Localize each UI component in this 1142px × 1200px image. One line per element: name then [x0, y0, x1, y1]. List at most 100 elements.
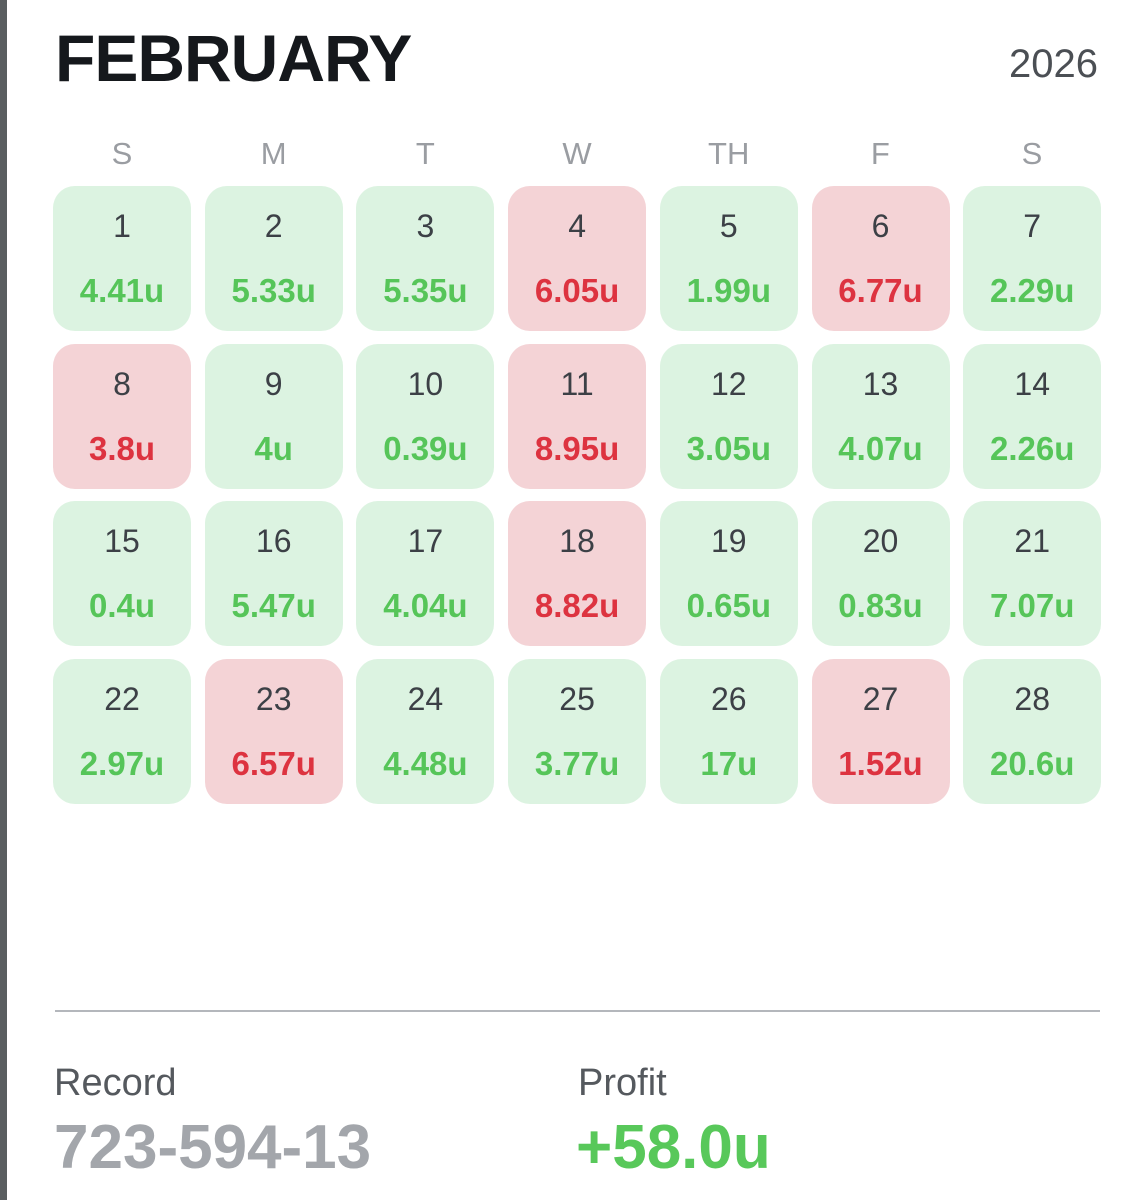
day-cell-16[interactable]: 16 5.47u: [204, 501, 343, 647]
day-cell-3[interactable]: 3 5.35u: [356, 186, 495, 331]
day-cell-15[interactable]: 15 0.4u: [53, 501, 191, 647]
day-cell-17[interactable]: 17 4.04u: [356, 501, 495, 647]
profit-label: Profit: [578, 1062, 667, 1104]
day-cell-9[interactable]: 9 4u: [204, 343, 343, 489]
day-units: 5.33u: [231, 272, 316, 309]
day-units: 3.77u: [534, 745, 620, 783]
day-cell-28[interactable]: 28 20.6u: [963, 659, 1102, 805]
weekday-thursday: TH: [708, 136, 750, 171]
day-cell-4[interactable]: 4 6.05u: [508, 186, 647, 331]
day-number: 1: [113, 208, 131, 244]
weekday-sunday: S: [111, 136, 133, 171]
day-number: 15: [104, 523, 140, 560]
day-number: 17: [407, 523, 444, 560]
day-units: 4u: [254, 429, 293, 467]
day-units: 6.05u: [534, 272, 620, 309]
day-units: 2.97u: [79, 745, 165, 783]
calendar-grid: 1 4.41u 2 5.33u 3 5.35u 4 6.05u 5 1.99u 6 6.77u 7 2.2…: [53, 186, 1102, 806]
day-cell-2[interactable]: 2 5.33u: [204, 186, 343, 331]
day-units: 4.48u: [383, 745, 468, 783]
day-number: 26: [711, 681, 747, 718]
day-number: 20: [862, 523, 899, 560]
day-units: 2.26u: [989, 429, 1075, 467]
day-units: 1.99u: [686, 272, 771, 309]
day-units: 2.29u: [989, 272, 1075, 309]
record-label: Record: [54, 1062, 177, 1104]
day-number: 11: [560, 365, 594, 402]
day-cell-24[interactable]: 24 4.48u: [356, 659, 495, 805]
window-edge: [0, 0, 7, 1200]
day-number: 2: [264, 208, 283, 244]
day-number: 9: [264, 365, 283, 402]
weekday-wednesday: W: [562, 136, 592, 171]
weekday-header-row: S M T W TH F S: [53, 136, 1101, 176]
day-cell-7[interactable]: 7 2.29u: [963, 186, 1102, 331]
day-number: 10: [407, 365, 444, 402]
day-units: 17u: [700, 745, 758, 783]
day-units: 8.82u: [534, 587, 620, 625]
day-number: 8: [113, 365, 131, 402]
day-cell-1[interactable]: 1 4.41u: [53, 186, 191, 331]
day-units: 8.95u: [534, 429, 620, 467]
day-cell-21[interactable]: 21 7.07u: [963, 501, 1102, 647]
record-value: 723-594-13: [54, 1113, 372, 1182]
day-cell-27[interactable]: 27 1.52u: [811, 659, 950, 805]
day-units: 4.07u: [838, 429, 923, 467]
day-units: 20.6u: [989, 745, 1075, 783]
day-cell-18[interactable]: 18 8.82u: [508, 501, 647, 647]
day-units: 4.04u: [383, 587, 468, 625]
day-cell-11[interactable]: 11 8.95u: [508, 343, 647, 489]
day-cell-25[interactable]: 25 3.77u: [508, 659, 647, 805]
day-number: 24: [407, 681, 444, 718]
day-number: 12: [711, 365, 747, 402]
day-cell-23[interactable]: 23 6.57u: [204, 659, 343, 805]
day-number: 13: [862, 365, 899, 402]
day-cell-5[interactable]: 5 1.99u: [659, 186, 798, 331]
year-label: 2026: [1009, 42, 1098, 86]
day-cell-26[interactable]: 26 17u: [659, 659, 798, 805]
day-number: 25: [559, 681, 595, 718]
day-cell-10[interactable]: 10 0.39u: [356, 343, 495, 489]
day-cell-12[interactable]: 12 3.05u: [659, 343, 798, 489]
day-units: 1.52u: [838, 745, 923, 783]
weekday-friday: F: [870, 136, 890, 171]
day-number: 6: [871, 208, 890, 244]
day-cell-13[interactable]: 13 4.07u: [811, 343, 950, 489]
weekday-monday: M: [260, 136, 287, 171]
day-units: 0.65u: [686, 587, 771, 625]
day-number: 7: [1023, 208, 1042, 244]
day-units: 0.83u: [838, 587, 923, 625]
day-number: 21: [1014, 523, 1050, 560]
day-units: 6.57u: [231, 745, 316, 783]
day-cell-22[interactable]: 22 2.97u: [53, 659, 191, 805]
day-units: 3.05u: [686, 429, 771, 467]
day-number: 23: [255, 681, 292, 718]
day-cell-8[interactable]: 8 3.8u: [53, 343, 191, 489]
day-number: 5: [719, 208, 738, 244]
day-cell-20[interactable]: 20 0.83u: [811, 501, 950, 647]
day-cell-19[interactable]: 19 0.65u: [659, 501, 798, 647]
day-units: 0.39u: [383, 429, 468, 467]
day-cell-14[interactable]: 14 2.26u: [963, 343, 1102, 489]
calendar-header: FEBRUARY 2026: [55, 20, 1100, 100]
day-number: 19: [711, 523, 747, 560]
day-cell-6[interactable]: 6 6.77u: [811, 186, 950, 331]
day-units: 7.07u: [989, 587, 1075, 625]
weekday-tuesday: T: [415, 136, 435, 171]
day-number: 18: [559, 523, 595, 560]
day-number: 22: [104, 681, 140, 718]
day-units: 5.47u: [231, 587, 316, 625]
day-units: 0.4u: [88, 587, 156, 625]
day-number: 16: [255, 523, 292, 560]
divider: [55, 1010, 1100, 1012]
day-number: 3: [416, 208, 435, 244]
day-number: 28: [1014, 681, 1050, 718]
profit-value: +58.0u: [576, 1113, 771, 1182]
weekday-saturday: S: [1021, 136, 1043, 171]
day-number: 14: [1014, 365, 1050, 402]
month-title: FEBRUARY: [55, 21, 412, 95]
day-units: 4.41u: [79, 272, 165, 309]
day-units: 6.77u: [838, 272, 923, 309]
day-number: 4: [568, 208, 586, 244]
day-number: 27: [862, 681, 899, 718]
